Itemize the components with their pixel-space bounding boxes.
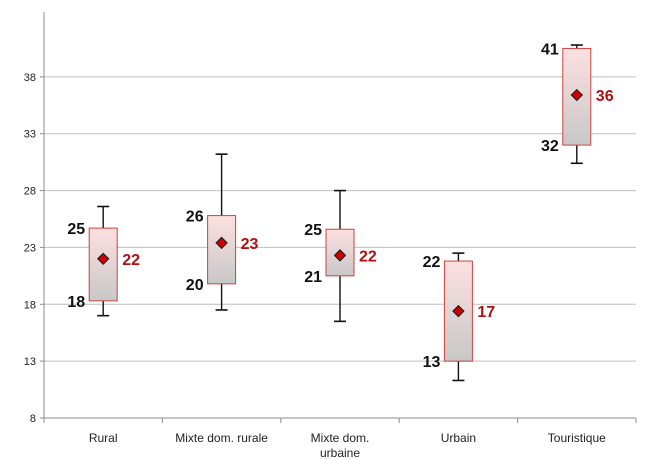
iqr-box xyxy=(207,215,237,285)
y-tick-label: 38 xyxy=(24,72,36,84)
mean-label: 36 xyxy=(596,88,614,105)
mean-marker xyxy=(452,304,465,318)
category-label: Rural xyxy=(89,431,118,445)
mean-marker xyxy=(333,249,347,262)
q1-label: 20 xyxy=(186,277,204,294)
category-label: Touristique xyxy=(548,431,606,445)
q1-label: 18 xyxy=(67,294,85,311)
q1-label: 32 xyxy=(541,138,559,155)
category-label: Mixte dom. urbaine xyxy=(311,431,370,459)
y-tick-label: 28 xyxy=(24,186,36,198)
boxes xyxy=(88,44,592,382)
mean-marker xyxy=(215,236,228,250)
mean-label: 17 xyxy=(477,304,495,321)
mean-label: 22 xyxy=(122,252,140,269)
mean-marker xyxy=(96,252,110,266)
y-tick-label: 33 xyxy=(24,129,36,141)
q1-label: 21 xyxy=(304,269,322,286)
q3-label: 41 xyxy=(541,41,559,58)
q3-label: 25 xyxy=(304,222,322,239)
data-labels: 25 18 22 26 20 23 25 21 22 22 13 17 41 32 36 xyxy=(67,41,613,371)
iqr-box xyxy=(443,260,473,362)
category-label: Urbain xyxy=(441,431,476,445)
q1-label: 13 xyxy=(423,354,441,371)
y-tick-label: 23 xyxy=(24,242,36,254)
mean-label: 23 xyxy=(241,236,259,253)
axes: 8 13 18 23 28 33 38 Rural Mixte dom. rurale Mixte… xyxy=(24,12,637,459)
q3-label: 25 xyxy=(67,221,85,238)
q3-label: 26 xyxy=(186,209,204,226)
category-label: Mixte dom. rurale xyxy=(175,431,268,445)
y-tick-label: 18 xyxy=(24,299,36,311)
y-tick-label: 8 xyxy=(30,413,36,425)
q3-label: 22 xyxy=(423,254,441,271)
y-tick-label: 13 xyxy=(24,356,36,368)
mean-label: 22 xyxy=(359,248,377,265)
mean-marker xyxy=(570,88,584,102)
